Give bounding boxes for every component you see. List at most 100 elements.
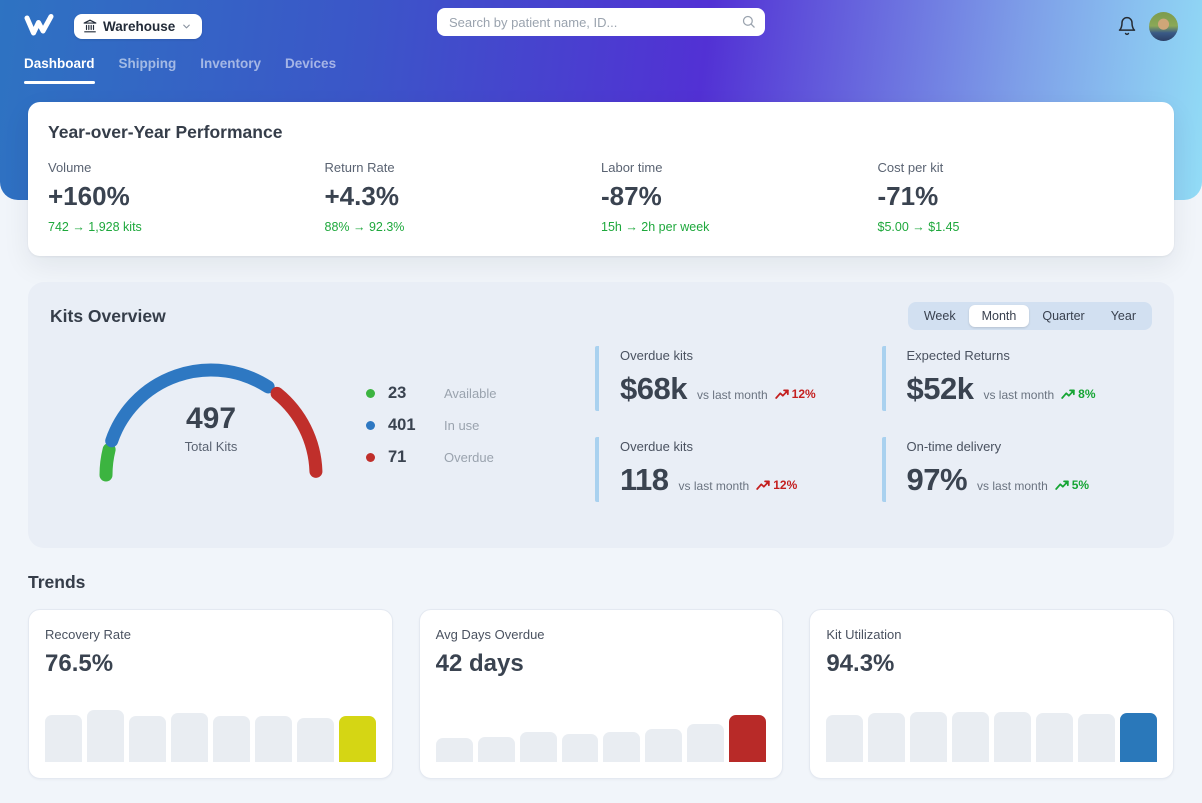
kits-overview-header: Kits Overview Week Month Quarter Year	[50, 302, 1152, 330]
trend-bar	[687, 724, 725, 762]
main-content: Year-over-Year Performance Volume +160% …	[0, 102, 1202, 779]
user-avatar[interactable]	[1149, 11, 1178, 41]
stat-label: Overdue kits	[620, 439, 693, 454]
trending-up-icon	[756, 479, 770, 490]
legend-dot-overdue	[366, 453, 375, 462]
trend-card-kit-utilization: Kit Utilization 94.3%	[809, 609, 1174, 779]
trend-bars-avg-days-overdue	[435, 710, 767, 762]
trend-value: 94.3%	[826, 650, 895, 677]
trend-label: Avg Days Overdue	[435, 627, 545, 642]
stat-expected-returns: Expected Returns $52k vs last month 8%	[881, 346, 1153, 411]
nav-tab-dashboard[interactable]: Dashboard	[24, 56, 95, 84]
stat-delta: 8%	[1061, 387, 1096, 401]
yoy-metric-cost-per-kit: Cost per kit -71% $5.00 → $1.45	[878, 160, 1155, 234]
gauge-segment-in-use	[105, 363, 275, 448]
period-option-week[interactable]: Week	[911, 305, 969, 327]
nav-tab-inventory[interactable]: Inventory	[200, 56, 262, 71]
gauge-segment-available	[99, 443, 116, 482]
trends-title: Trends	[28, 572, 86, 592]
period-option-quarter[interactable]: Quarter	[1029, 305, 1097, 327]
trend-bar	[952, 712, 990, 762]
notifications-bell-icon[interactable]	[1117, 16, 1137, 36]
trend-bar	[994, 712, 1032, 762]
kits-overview-card: Kits Overview Week Month Quarter Year 49…	[28, 282, 1174, 548]
trend-label: Kit Utilization	[826, 627, 902, 642]
legend-value: 23	[388, 384, 407, 402]
stat-value: 97%	[906, 462, 968, 497]
yoy-metrics: Volume +160% 742 → 1,928 kits Return Rat…	[48, 160, 1154, 234]
metric-delta: 742 → 1,928 kits	[48, 220, 142, 234]
brand-logo-icon	[24, 13, 58, 39]
trend-bar	[910, 712, 948, 762]
trend-value: 42 days	[435, 650, 524, 677]
trend-bar	[1036, 713, 1074, 762]
kits-stats-grid: Overdue kits $68k vs last month 12% Expe…	[595, 346, 1152, 502]
gauge-legend: 23 Available 401 In use 71 Overdue	[366, 384, 497, 467]
trend-bars-kit-utilization	[826, 710, 1157, 762]
stat-vs-label: vs last month	[977, 479, 1048, 493]
gauge-center: 497 Total Kits	[86, 402, 336, 454]
stat-delta: 12%	[756, 478, 797, 492]
trend-label: Recovery Rate	[45, 627, 131, 642]
period-toggle: Week Month Quarter Year	[907, 302, 1152, 330]
legend-dot-in-use	[366, 421, 375, 430]
trend-bars-recovery-rate	[45, 710, 376, 762]
trending-up-icon	[1061, 388, 1075, 399]
trend-bar	[645, 729, 683, 762]
metric-value: -71%	[877, 181, 939, 211]
kits-overview-title: Kits Overview	[50, 305, 166, 326]
trend-value: 76.5%	[45, 650, 114, 677]
legend-label: In use	[444, 418, 480, 433]
nav-tab-devices[interactable]: Devices	[285, 56, 337, 71]
kits-gauge-svg	[99, 363, 323, 482]
trend-bar	[128, 716, 166, 762]
legend-item-available: 23 Available	[366, 384, 497, 403]
stat-overdue-kits-value: Overdue kits $68k vs last month 12%	[595, 346, 866, 411]
trend-bar	[338, 716, 376, 762]
warehouse-building-icon	[83, 19, 97, 33]
trend-bar	[603, 732, 641, 762]
legend-item-overdue: 71 Overdue	[366, 448, 497, 467]
trends-grid: Recovery Rate 76.5% Avg Days Overdue 42 …	[28, 609, 1174, 779]
search-input[interactable]	[437, 8, 765, 36]
gauge-total-label: Total Kits	[184, 439, 238, 454]
metric-value: +4.3%	[324, 181, 399, 211]
metric-delta: 88% → 92.3%	[324, 220, 405, 234]
trend-bar	[1120, 713, 1157, 762]
stat-vs-label: vs last month	[696, 388, 768, 402]
period-option-year[interactable]: Year	[1098, 305, 1149, 327]
metric-label: Cost per kit	[877, 160, 944, 175]
stat-delta: 5%	[1055, 478, 1089, 492]
org-switcher-button[interactable]: Warehouse	[74, 13, 203, 39]
yoy-metric-return-rate: Return Rate +4.3% 88% → 92.3%	[325, 160, 602, 234]
metric-delta: 15h → 2h per week	[601, 220, 710, 234]
trend-bar	[86, 710, 124, 762]
trend-card-recovery-rate: Recovery Rate 76.5%	[28, 609, 393, 779]
trend-bar	[212, 716, 250, 762]
trend-bar	[45, 715, 82, 762]
trend-bar	[254, 716, 292, 762]
metric-label: Return Rate	[324, 160, 395, 175]
stat-value: $52k	[906, 371, 974, 406]
trend-bar	[519, 732, 557, 762]
stat-vs-label: vs last month	[678, 479, 750, 493]
metric-label: Volume	[48, 160, 92, 175]
metric-value: -87%	[601, 181, 662, 211]
metric-label: Labor time	[601, 160, 663, 175]
trend-bar	[826, 715, 864, 762]
trend-bar	[868, 713, 906, 762]
legend-label: Available	[444, 386, 497, 401]
trending-up-icon	[1055, 479, 1069, 490]
trend-bar	[296, 718, 334, 762]
trending-up-icon	[774, 388, 789, 399]
legend-value: 401	[388, 416, 416, 434]
stat-delta: 12%	[774, 387, 816, 401]
gauge-total-value: 497	[185, 402, 237, 435]
global-search	[437, 8, 765, 36]
period-option-month[interactable]: Month	[968, 305, 1030, 327]
legend-value: 71	[388, 448, 407, 466]
nav-tab-shipping[interactable]: Shipping	[118, 56, 177, 71]
yoy-title: Year-over-Year Performance	[48, 122, 283, 142]
legend-item-in-use: 401 In use	[366, 416, 497, 435]
kits-overview-body: 497 Total Kits 23 Available 401 In use	[50, 338, 1152, 502]
